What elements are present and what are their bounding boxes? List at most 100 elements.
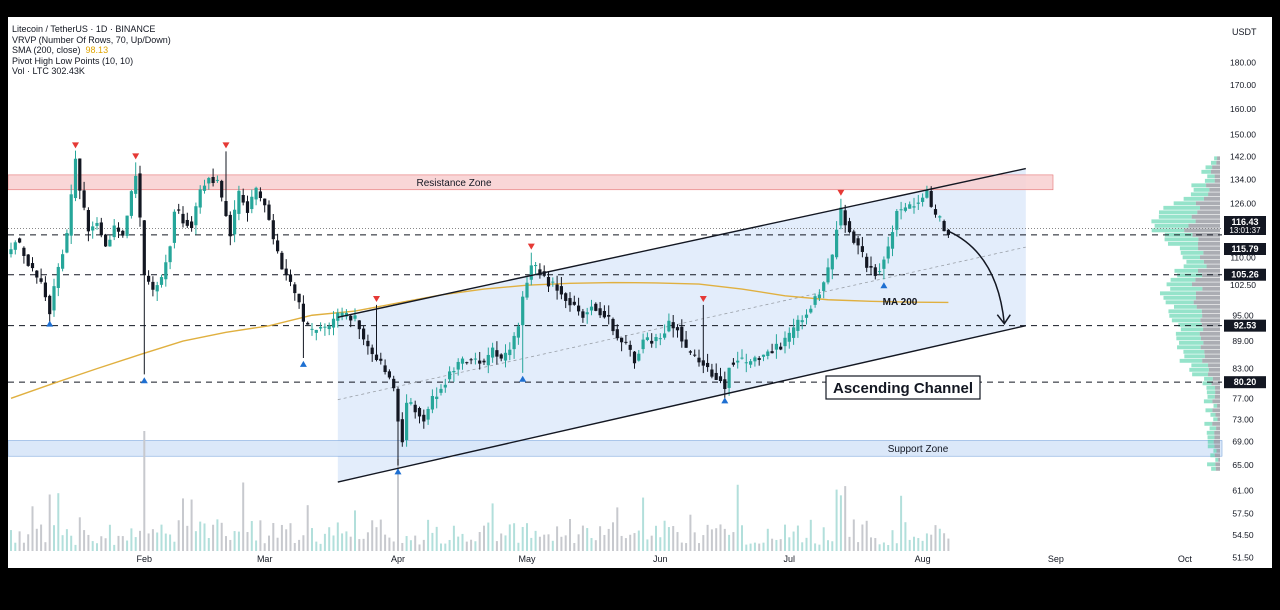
candle[interactable] <box>641 333 645 354</box>
candle[interactable] <box>568 292 572 312</box>
candle[interactable] <box>710 363 714 379</box>
candle[interactable] <box>581 308 585 323</box>
candle[interactable] <box>99 217 103 238</box>
candle[interactable] <box>61 249 65 272</box>
candle[interactable] <box>495 341 499 365</box>
candle[interactable] <box>396 387 400 466</box>
candle[interactable] <box>267 200 271 221</box>
currency-label[interactable]: USDT <box>1232 27 1257 37</box>
candle[interactable] <box>847 217 852 234</box>
candle[interactable] <box>473 352 477 365</box>
candle[interactable] <box>607 305 611 325</box>
candle[interactable] <box>95 217 99 230</box>
support-zone[interactable] <box>8 440 1223 457</box>
candle[interactable] <box>620 337 624 352</box>
candle[interactable] <box>856 235 860 255</box>
candle[interactable] <box>594 302 598 312</box>
candle[interactable] <box>482 358 486 366</box>
candle[interactable] <box>164 254 168 287</box>
candle[interactable] <box>263 198 267 213</box>
candle[interactable] <box>215 175 219 183</box>
candle[interactable] <box>555 275 559 300</box>
candle[interactable] <box>48 294 52 324</box>
candle[interactable] <box>736 351 740 369</box>
candle[interactable] <box>202 179 207 194</box>
candle[interactable] <box>701 304 705 374</box>
candle[interactable] <box>374 304 379 362</box>
candle[interactable] <box>529 252 533 286</box>
candle[interactable] <box>233 200 237 243</box>
candle[interactable] <box>516 322 520 345</box>
candle[interactable] <box>624 335 628 345</box>
candle[interactable] <box>52 278 56 317</box>
candle[interactable] <box>26 254 30 267</box>
sma-200-line[interactable] <box>10 281 949 399</box>
candle[interactable] <box>129 190 133 219</box>
candle[interactable] <box>198 185 202 214</box>
candle[interactable] <box>392 375 396 392</box>
candle[interactable] <box>155 281 159 301</box>
pivot-indicator[interactable]: Pivot High Low Points (10, 10) <box>12 55 134 66</box>
candle[interactable] <box>13 240 17 255</box>
candle[interactable] <box>585 307 589 324</box>
candle[interactable] <box>929 186 933 208</box>
candle[interactable] <box>899 201 903 220</box>
candle[interactable] <box>822 281 826 299</box>
candle[interactable] <box>104 233 108 247</box>
candle[interactable] <box>839 198 843 230</box>
candle[interactable] <box>886 236 890 264</box>
candle[interactable] <box>697 349 701 367</box>
candle[interactable] <box>753 355 757 367</box>
candle[interactable] <box>706 353 710 372</box>
candle[interactable] <box>417 406 422 424</box>
candle[interactable] <box>637 349 641 362</box>
candle[interactable] <box>456 358 460 376</box>
candle[interactable] <box>865 253 869 273</box>
candle[interactable] <box>319 322 323 332</box>
candle[interactable] <box>658 333 662 346</box>
candle[interactable] <box>860 236 864 258</box>
candle[interactable] <box>650 333 654 348</box>
candle[interactable] <box>177 203 181 214</box>
candle[interactable] <box>942 219 946 232</box>
candle[interactable] <box>551 277 555 287</box>
sma-indicator[interactable]: SMA (200, close) 98.13 <box>12 45 171 56</box>
candle[interactable] <box>878 263 882 275</box>
candle[interactable] <box>478 351 482 370</box>
candle[interactable] <box>293 282 297 301</box>
candle[interactable] <box>538 263 542 279</box>
candle[interactable] <box>796 315 800 338</box>
candle[interactable] <box>426 406 430 425</box>
candle[interactable] <box>344 309 348 320</box>
candle[interactable] <box>667 313 671 333</box>
candle[interactable] <box>349 314 353 328</box>
candle[interactable] <box>125 215 129 239</box>
candle[interactable] <box>91 221 95 239</box>
candle[interactable] <box>69 184 73 244</box>
candle[interactable] <box>452 367 456 382</box>
candle[interactable] <box>405 394 409 447</box>
candle[interactable] <box>843 204 847 233</box>
candle[interactable] <box>938 215 942 222</box>
candle[interactable] <box>908 201 912 209</box>
candle[interactable] <box>787 327 791 349</box>
candle[interactable] <box>521 291 525 373</box>
candle[interactable] <box>254 186 258 206</box>
candle[interactable] <box>882 256 886 280</box>
candle[interactable] <box>465 361 469 365</box>
candle[interactable] <box>245 195 250 222</box>
candle[interactable] <box>276 233 280 254</box>
candle[interactable] <box>112 219 116 241</box>
candle[interactable] <box>546 271 551 293</box>
candle[interactable] <box>800 315 804 330</box>
candle[interactable] <box>413 400 417 419</box>
price-tag[interactable]: 115.79 <box>1224 243 1266 255</box>
candle[interactable] <box>542 265 546 278</box>
candle[interactable] <box>362 325 366 346</box>
candle[interactable] <box>22 246 26 264</box>
candle[interactable] <box>749 359 753 369</box>
volume-indicator[interactable]: Vol · LTC 302.43K <box>12 66 85 77</box>
candle[interactable] <box>121 229 125 238</box>
candle[interactable] <box>645 332 649 342</box>
